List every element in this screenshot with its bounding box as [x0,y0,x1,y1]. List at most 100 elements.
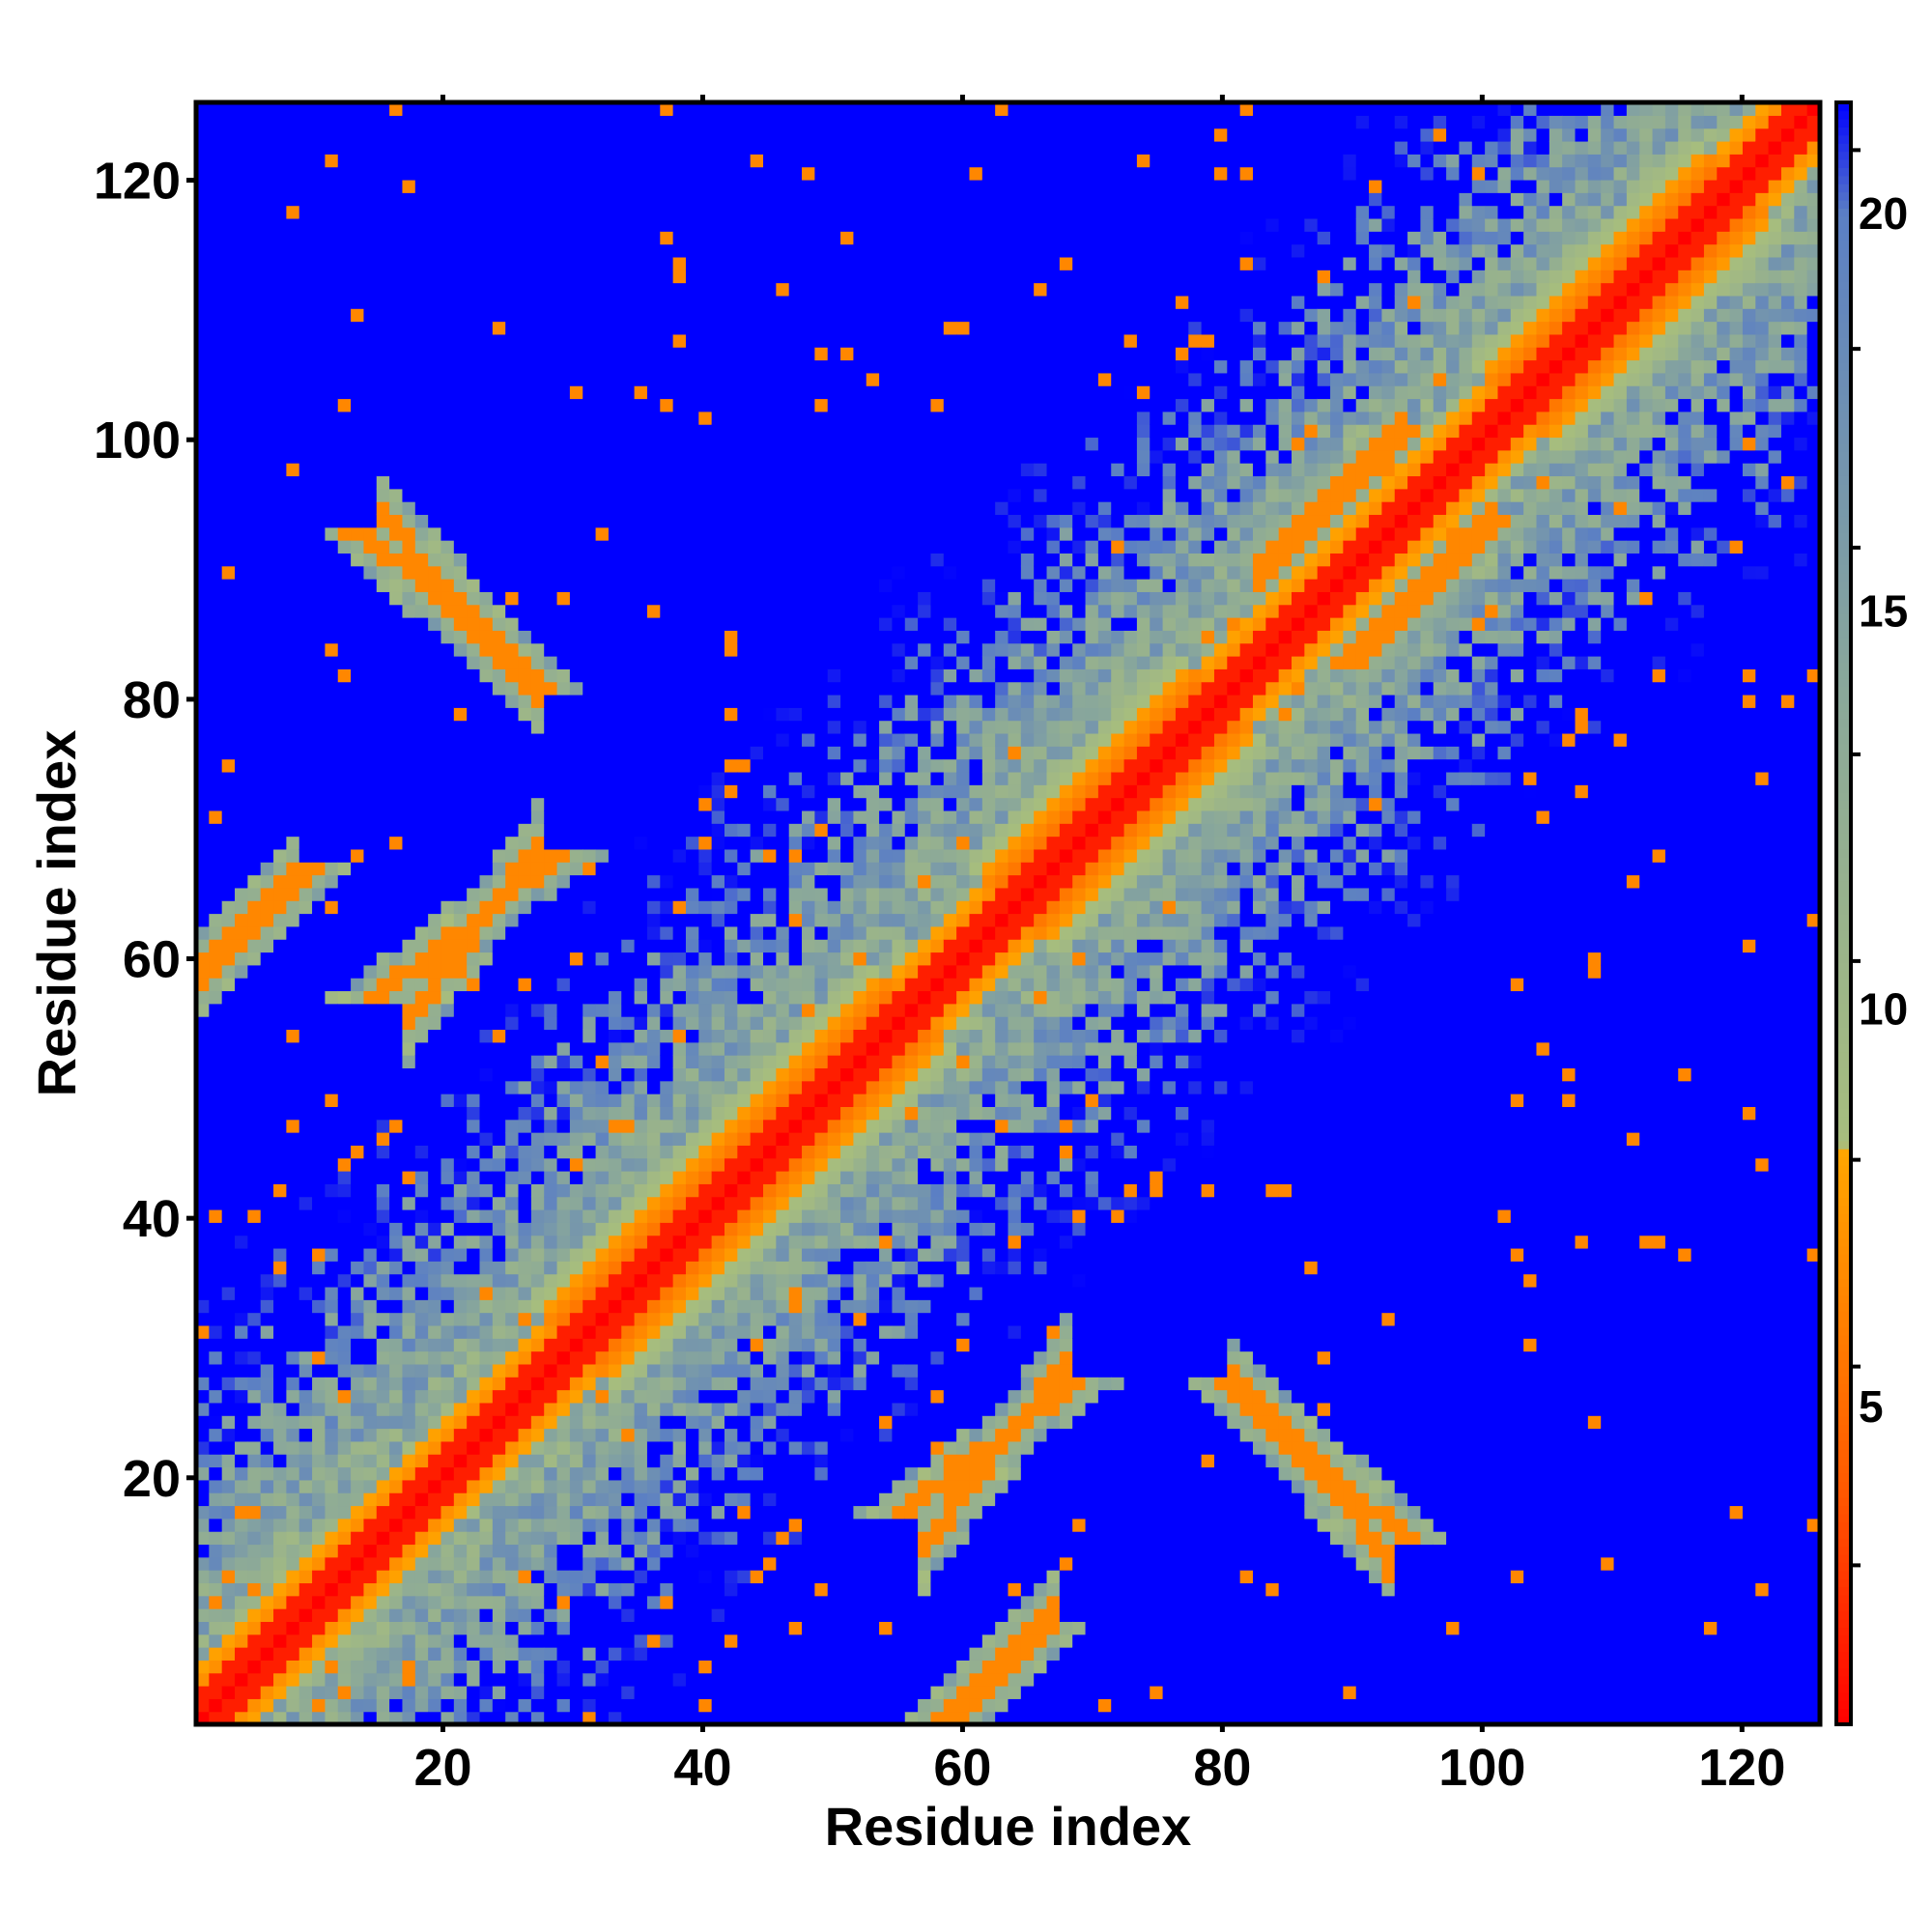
heatmap-cell [299,990,313,1004]
heatmap-cell [544,1415,557,1429]
heatmap-cell [570,1596,583,1609]
heatmap-cell [389,1608,403,1622]
heatmap-cell [377,759,390,773]
heatmap-cell [209,1313,222,1326]
heatmap-cell [402,1325,415,1339]
heatmap-cell [647,1570,661,1583]
heatmap-cell [363,798,377,811]
heatmap-cell [286,1544,299,1557]
heatmap-cell [582,1582,596,1596]
heatmap-cell [235,643,248,657]
heatmap-cell [660,784,673,798]
heatmap-cell [570,450,583,464]
heatmap-cell [415,1313,429,1326]
heatmap-cell [299,347,313,360]
heatmap-cell [209,1055,222,1068]
heatmap-cell [325,1171,338,1184]
heatmap-cell [635,296,648,309]
heatmap-cell [519,141,532,155]
heatmap-cell [351,1106,364,1120]
heatmap-cell [299,784,313,798]
heatmap-cell [209,1067,222,1081]
heatmap-cell [351,978,364,991]
heatmap-cell [389,257,403,270]
heatmap-cell [428,489,441,502]
heatmap-cell [505,412,519,425]
heatmap-cell [493,1055,506,1068]
heatmap-cell [635,1686,648,1699]
heatmap-cell [312,1120,326,1133]
heatmap-cell [247,772,261,785]
heatmap-cell [389,167,403,181]
heatmap-cell [454,218,468,232]
heatmap-cell [402,553,415,566]
heatmap-cell [261,1055,274,1068]
heatmap-cell [389,334,403,348]
heatmap-cell [544,463,557,476]
heatmap-cell [222,1094,236,1107]
heatmap-cell [389,1557,403,1571]
heatmap-cell [467,167,480,181]
heatmap-cell [415,965,429,979]
heatmap-cell [582,1132,596,1146]
heatmap-cell [698,1145,712,1158]
heatmap-cell [621,398,635,412]
heatmap-cell [428,1531,441,1545]
heatmap-cell [415,1120,429,1133]
heatmap-cell [235,347,248,360]
heatmap-cell [544,1570,557,1583]
heatmap-cell [247,1287,261,1300]
heatmap-cell [531,296,545,309]
heatmap-cell [519,1377,532,1390]
heatmap-cell [428,475,441,489]
heatmap-cell [377,257,390,270]
heatmap-cell [686,540,699,554]
heatmap-cell [660,605,673,618]
heatmap-cell [402,1094,415,1107]
heatmap-cell [596,695,610,708]
heatmap-cell [531,1325,545,1339]
heatmap-cell [582,167,596,181]
heatmap-cell [235,167,248,181]
heatmap-cell [325,1016,338,1030]
heatmap-cell [325,1313,338,1326]
heatmap-cell [415,1582,429,1596]
heatmap-cell [673,759,687,773]
heatmap-cell [686,707,699,721]
heatmap-cell [351,1403,364,1416]
heatmap-cell [544,591,557,605]
heatmap-cell [596,746,610,759]
heatmap-cell [531,257,545,270]
heatmap-cell [493,154,506,167]
heatmap-cell [557,668,571,682]
heatmap-cell [338,695,352,708]
heatmap-cell [299,746,313,759]
heatmap-cell [261,668,274,682]
heatmap-cell [428,682,441,696]
heatmap-cell [428,1544,441,1557]
heatmap-cell [519,1364,532,1378]
heatmap-cell [635,1634,648,1648]
heatmap-cell [505,553,519,566]
heatmap-cell [299,489,313,502]
heatmap-cell [493,1274,506,1288]
heatmap-cell [247,1248,261,1262]
heatmap-cell [377,926,390,940]
heatmap-cell [273,540,287,554]
heatmap-cell [660,1403,673,1416]
heatmap-cell [454,1505,468,1519]
heatmap-cell [582,900,596,914]
heatmap-cell [673,1183,687,1197]
heatmap-cell [338,900,352,914]
heatmap-cell [596,347,610,360]
heatmap-cell [582,1325,596,1339]
heatmap-cell [209,347,222,360]
heatmap-cell [338,1197,352,1210]
heatmap-cell [325,823,338,837]
heatmap-cell [635,746,648,759]
heatmap-cell [247,579,261,592]
heatmap-cell [440,875,454,889]
heatmap-cell [209,1480,222,1493]
heatmap-cell [273,1248,287,1262]
heatmap-cell [609,385,622,399]
